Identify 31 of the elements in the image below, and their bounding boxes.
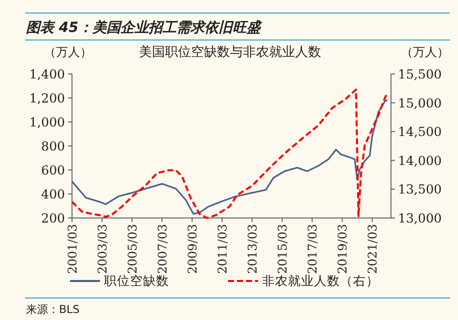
chart-subtitle: 美国职位空缺数与非农就业人数 <box>139 44 321 60</box>
x-tick-label: 2015/03 <box>276 224 290 274</box>
x-tick-label: 2001/03 <box>66 224 80 274</box>
y-tick-label: 1,200 <box>29 90 66 106</box>
legend-label: 非农就业人数（右） <box>262 273 379 288</box>
y2-tick-label: 13,500 <box>398 182 442 197</box>
y-tick-label: 1,400 <box>29 66 66 82</box>
x-tick-label: 2021/03 <box>366 224 380 274</box>
x-tick-label: 2005/03 <box>126 224 140 274</box>
x-tick-label: 2017/03 <box>306 224 320 274</box>
chart-title: 图表 45：美国企业招工需求依旧旺盛 <box>26 19 262 36</box>
x-tick-label: 2007/03 <box>156 224 170 274</box>
y2-tick-label: 14,500 <box>398 124 442 140</box>
y-tick-label: 600 <box>41 162 66 178</box>
x-tick-label: 2013/03 <box>246 224 260 274</box>
y2-tick-label: 15,000 <box>398 95 442 110</box>
y-tick-label: 200 <box>41 210 66 226</box>
y2-tick-label: 13,000 <box>398 210 442 226</box>
y-tick-label: 800 <box>41 138 66 154</box>
source-note: 来源：BLS <box>26 303 80 316</box>
x-tick-label: 2019/03 <box>336 224 350 274</box>
legend-label: 职位空缺数 <box>104 273 169 288</box>
y-tick-label: 1,000 <box>29 114 66 130</box>
y2-axis-title: （万人） <box>401 45 449 59</box>
x-tick-label: 2009/03 <box>186 224 200 274</box>
y-axis-title: （万人） <box>44 45 92 59</box>
y2-tick-label: 14,000 <box>398 152 442 168</box>
y2-tick-label: 15,500 <box>398 66 442 82</box>
y-tick-label: 400 <box>41 186 66 202</box>
x-tick-label: 2003/03 <box>96 224 110 274</box>
x-tick-label: 2011/03 <box>216 224 230 274</box>
